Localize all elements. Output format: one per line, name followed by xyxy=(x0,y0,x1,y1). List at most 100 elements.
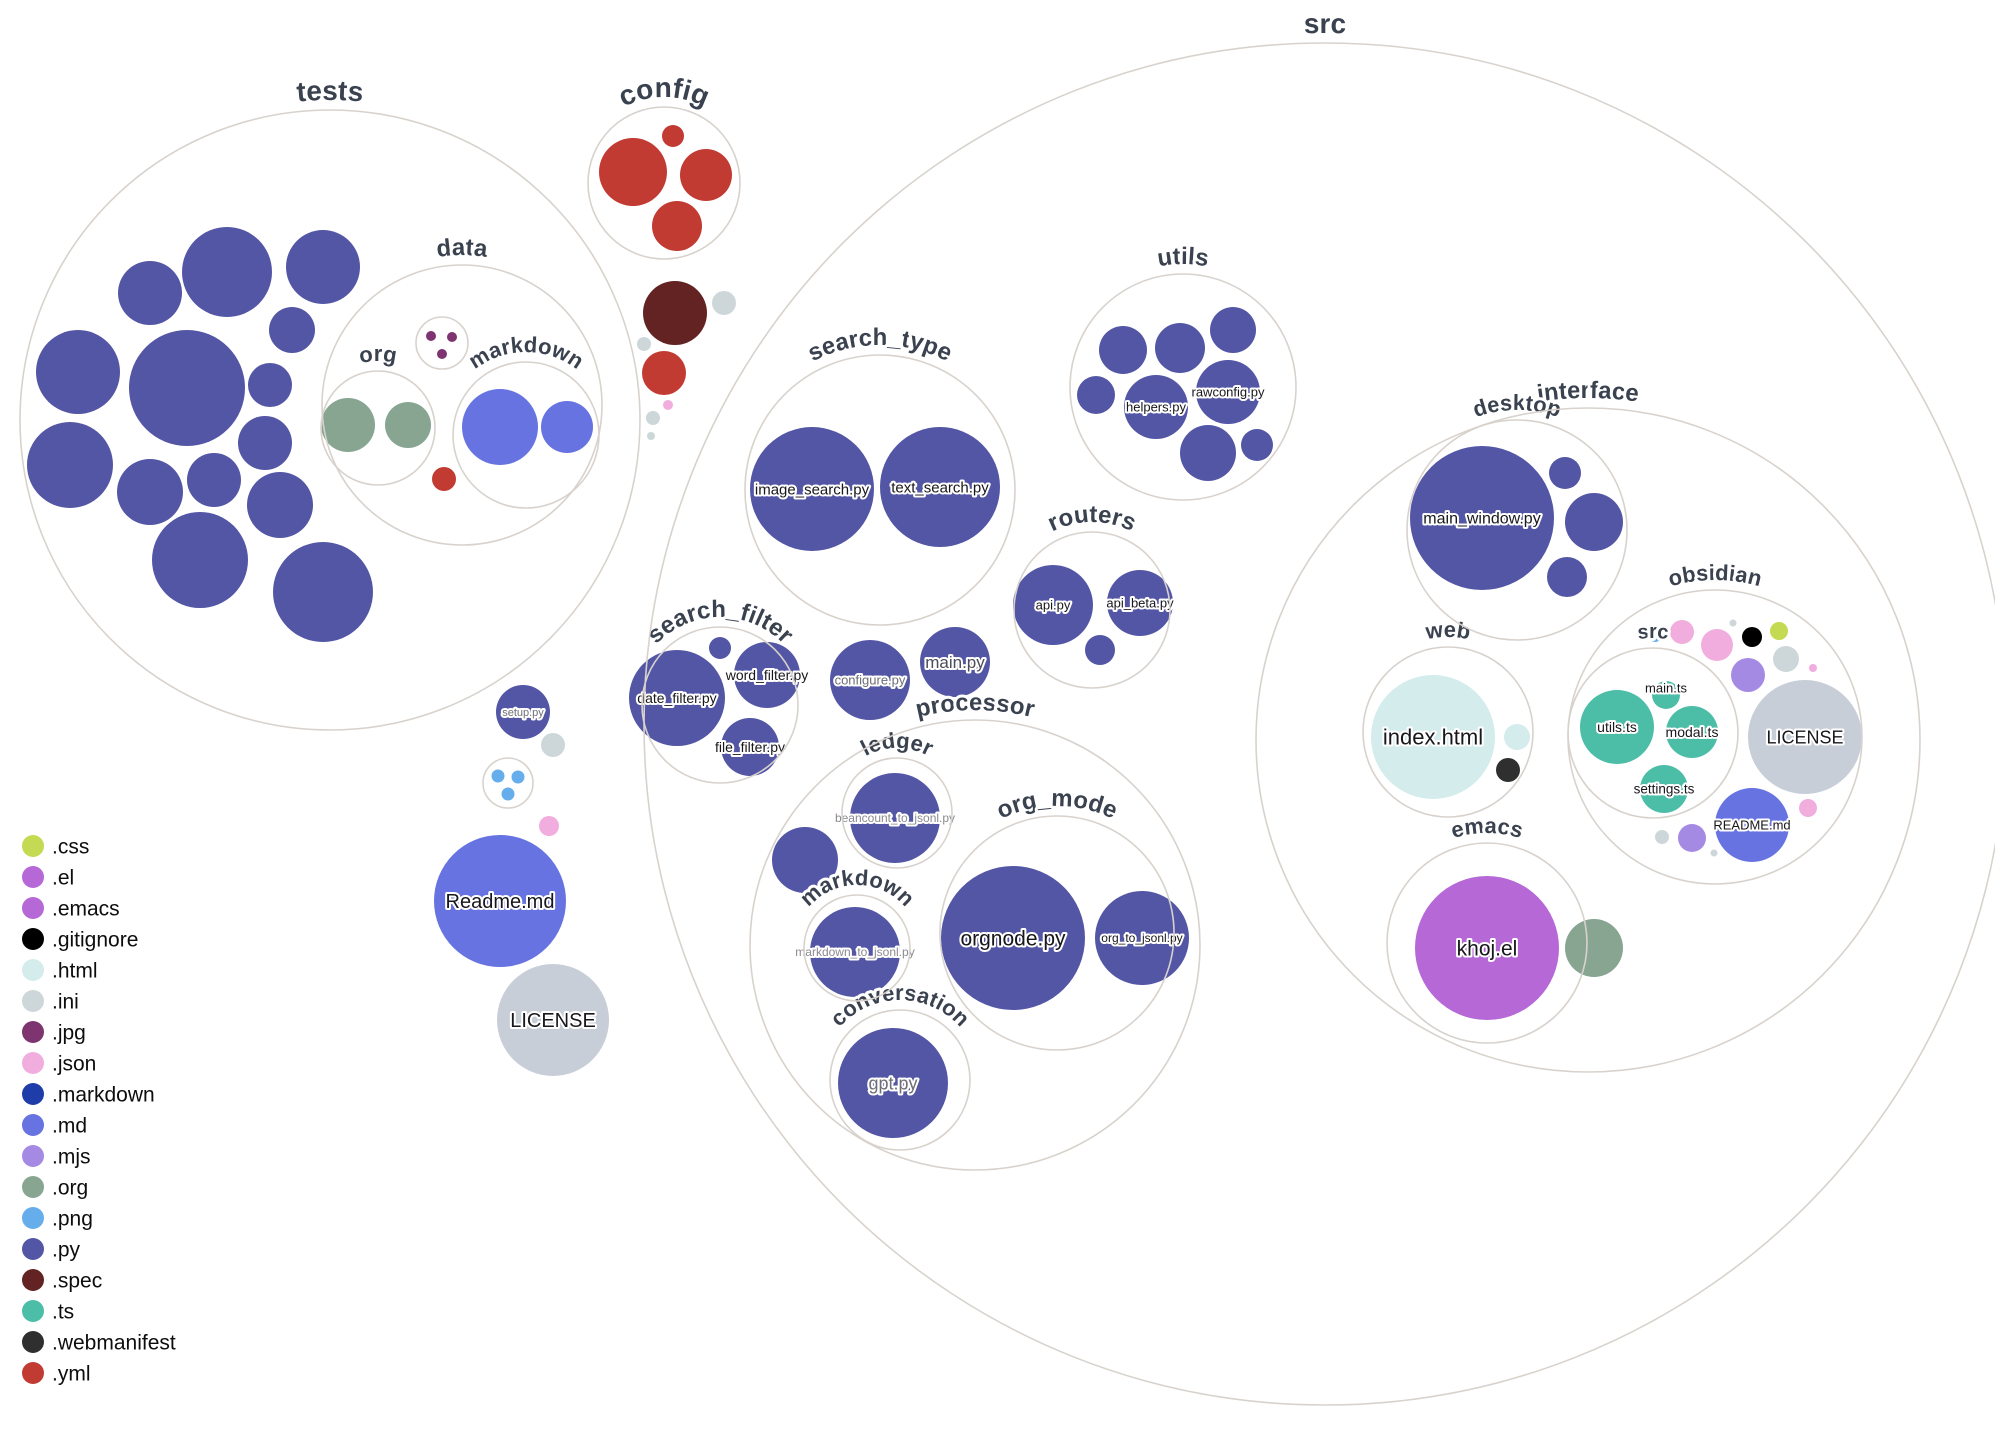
folder-markdown-circle xyxy=(803,894,911,1002)
file-json-circle xyxy=(663,400,673,410)
legend-item-html: .html xyxy=(22,959,98,982)
file-jpg-circle xyxy=(437,349,447,359)
file-yml-circle xyxy=(642,351,686,395)
folder-processor-label: processor xyxy=(913,689,1037,723)
legend-emacs-label: .emacs xyxy=(52,897,120,920)
file-py-circle xyxy=(36,330,120,414)
legend-markdown-label: .markdown xyxy=(52,1083,155,1106)
file-readme-md-label: Readme.md xyxy=(446,891,555,913)
legend-markdown-dot-icon xyxy=(22,1083,44,1105)
file-api-beta-py-label: api_beta.py xyxy=(1106,596,1174,611)
legend-item-webmanifest: .webmanifest xyxy=(22,1331,176,1354)
folder-markdown-circle xyxy=(452,361,600,509)
file-png-circle xyxy=(501,787,515,801)
file-py-circle xyxy=(247,472,313,538)
file-utils-ts-label: utils.ts xyxy=(1597,719,1637,735)
file-ini-circle xyxy=(1773,646,1799,672)
folder-tests-label: tests xyxy=(295,75,364,108)
legend-ini-label: .ini xyxy=(52,990,79,1013)
file-settings-ts-label: settings.ts xyxy=(1634,782,1695,797)
file-json-circle xyxy=(1809,664,1817,672)
file-gitignore-circle xyxy=(1742,627,1762,647)
file-py-circle xyxy=(709,637,731,659)
file-image-search-py-circle xyxy=(750,427,874,551)
file-py-circle xyxy=(286,230,360,304)
file-py-circle xyxy=(27,422,113,508)
legend-jpg-dot-icon xyxy=(22,1021,44,1043)
folder-web-circle xyxy=(1362,646,1534,818)
folder-org-mode-label: org_mode xyxy=(993,785,1122,825)
file-text-search-py-circle xyxy=(880,427,1000,547)
file-html-circle xyxy=(1504,724,1530,750)
file-circles xyxy=(27,125,1862,1138)
folder-org-mode-circle xyxy=(939,815,1175,1051)
folder-search-type-label: search_type xyxy=(804,324,957,367)
legend-item-css: .css xyxy=(22,835,89,858)
legend-md-label: .md xyxy=(52,1114,87,1137)
file-css-circle xyxy=(1770,622,1788,640)
file-api-py-circle xyxy=(1013,565,1093,645)
legend-item-spec: .spec xyxy=(22,1269,102,1292)
folder-tests-circle xyxy=(19,109,641,731)
legend-css-label: .css xyxy=(52,835,89,858)
legend-webmanifest-label: .webmanifest xyxy=(52,1331,176,1354)
file-ini-circle xyxy=(1729,619,1737,627)
legend-emacs-dot-icon xyxy=(22,897,44,919)
file-image-search-py-label: image_search.py xyxy=(755,481,870,498)
file-jpg-circle xyxy=(447,332,457,342)
file-setup-py-circle xyxy=(496,685,550,739)
folder-interface-circle xyxy=(1255,407,1921,1073)
file-org-to-jsonl-py-circle xyxy=(1095,891,1189,985)
legend-item-ini: .ini xyxy=(22,990,79,1013)
file-date-filter-py-label: date_filter.py xyxy=(637,690,716,706)
legend-item-mjs: .mjs xyxy=(22,1145,91,1168)
file-main-py-label: main.py xyxy=(925,653,985,672)
file-py-circle xyxy=(118,261,182,325)
file-ini-circle xyxy=(647,432,655,440)
legend-spec-dot-icon xyxy=(22,1269,44,1291)
file-main-py-circle xyxy=(920,627,990,697)
file-word-filter-py-label: word_filter.py xyxy=(725,667,808,683)
folder-group-circle xyxy=(415,316,469,370)
folder-group-circle xyxy=(482,757,534,809)
file-yml-circle xyxy=(599,138,667,206)
file-py-circle xyxy=(772,827,838,893)
file-configure-py-label: configure.py xyxy=(835,673,906,688)
legend-png-label: .png xyxy=(52,1207,93,1230)
folder-ledger-label: ledger xyxy=(856,728,937,761)
folder-org-label: org xyxy=(357,341,399,368)
file-main-window-py-label: main_window.py xyxy=(1423,511,1540,528)
file-api-py-label: api.py xyxy=(1036,598,1071,613)
legend-item-ts: .ts xyxy=(22,1300,74,1323)
file-jpg-circle xyxy=(426,331,436,341)
legend-item-py: .py xyxy=(22,1238,81,1261)
file-py-circle xyxy=(1085,635,1115,665)
file-index-html-label: index.html xyxy=(1383,725,1483,750)
legend-webmanifest-dot-icon xyxy=(22,1331,44,1353)
file-license-label: LICENSE xyxy=(1766,727,1843,747)
file-settings-ts-circle xyxy=(1640,765,1688,813)
legend-json-label: .json xyxy=(52,1052,96,1075)
legend-item-el: .el xyxy=(22,866,74,889)
file-yml-circle xyxy=(432,467,456,491)
folder-obsidian-label: obsidian xyxy=(1665,560,1764,591)
file-main-ts-label: main.ts xyxy=(1645,681,1687,696)
file-ini-circle xyxy=(637,337,651,351)
legend-md-dot-icon xyxy=(22,1114,44,1136)
file-png-circle xyxy=(1649,630,1661,642)
folder-processor-circle xyxy=(749,719,1201,1171)
file-readme-md-circle xyxy=(1715,788,1789,862)
legend-html-dot-icon xyxy=(22,959,44,981)
file-khoj-el-circle xyxy=(1415,876,1559,1020)
folder-src-label: src xyxy=(1304,8,1347,39)
file-py-circle xyxy=(187,453,241,507)
folder-src-circle xyxy=(1567,647,1739,819)
file-py-circle xyxy=(1180,425,1236,481)
extension-legend: .css .el .emacs .gitignore .html .ini .jpg .jso… xyxy=(22,835,176,1385)
legend-html-label: .html xyxy=(52,959,98,982)
file-rawconfig-py-label: rawconfig.py xyxy=(1192,385,1265,400)
file-khoj-el-label: khoj.el xyxy=(1457,937,1518,960)
folder-interface-label: interface xyxy=(1535,377,1640,408)
file-py-circle xyxy=(117,459,183,525)
